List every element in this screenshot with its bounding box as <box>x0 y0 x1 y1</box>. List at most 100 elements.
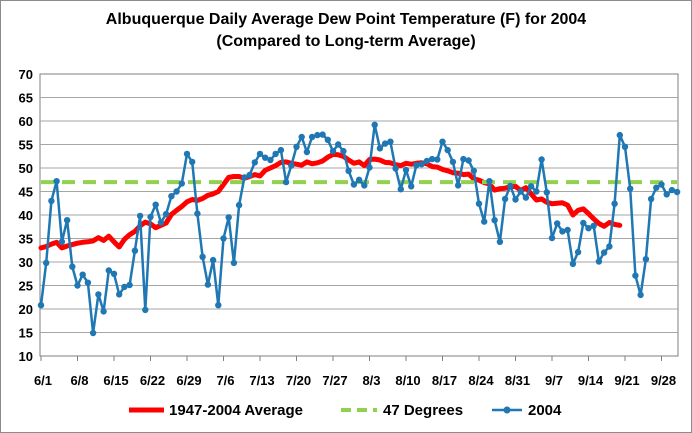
data-point-2004 <box>481 218 488 225</box>
data-point-2004 <box>668 186 676 194</box>
data-point-2004 <box>538 156 545 163</box>
data-point-2004 <box>371 121 378 128</box>
data-point-2004 <box>491 217 498 224</box>
data-point-2004 <box>355 176 363 183</box>
data-point-2004 <box>522 194 530 201</box>
data-point-2004 <box>585 225 592 232</box>
data-point-2004 <box>658 181 665 188</box>
data-point-2004 <box>381 140 389 147</box>
data-point-2004 <box>183 150 191 158</box>
data-point-2004 <box>267 156 274 164</box>
data-point-2004 <box>465 157 472 164</box>
y-tick-label: 25 <box>19 279 33 294</box>
data-point-2004 <box>600 249 608 256</box>
data-point-2004 <box>527 183 535 190</box>
data-point-2004 <box>402 166 410 174</box>
x-tick-label: 6/15 <box>103 373 128 388</box>
data-point-2004 <box>131 247 139 254</box>
data-point-2004 <box>215 302 222 309</box>
data-point-2004 <box>298 133 305 141</box>
data-point-2004 <box>152 201 159 208</box>
x-tick-label: 8/10 <box>395 373 420 388</box>
data-point-2004 <box>418 161 425 168</box>
data-point-2004 <box>105 267 113 274</box>
data-point-2004 <box>590 222 597 229</box>
data-point-2004 <box>204 281 212 288</box>
data-point-2004 <box>434 156 441 163</box>
y-tick-label: 60 <box>19 114 33 129</box>
data-point-2004 <box>642 256 650 263</box>
y-tick-label: 10 <box>19 349 33 364</box>
data-point-2004 <box>444 146 451 154</box>
data-point-2004 <box>324 136 331 143</box>
x-tick-label: 6/8 <box>70 373 88 388</box>
x-tick-label: 6/22 <box>140 373 165 388</box>
data-point-2004 <box>580 219 587 227</box>
data-point-2004 <box>241 174 248 181</box>
data-point-2004 <box>84 279 92 286</box>
data-point-2004 <box>361 182 368 189</box>
data-point-2004 <box>121 283 128 291</box>
y-tick-label: 50 <box>19 161 33 176</box>
data-point-2004 <box>277 146 285 154</box>
data-point-2004 <box>293 143 300 150</box>
y-tick-label: 70 <box>19 67 33 82</box>
data-point-2004 <box>136 212 144 220</box>
data-point-2004 <box>189 158 196 166</box>
data-point-2004 <box>282 178 290 186</box>
data-point-2004 <box>449 158 457 166</box>
chart-subtitle: (Compared to Long-term Average) <box>216 33 476 50</box>
data-point-2004 <box>653 184 660 191</box>
data-point-2004 <box>454 182 462 189</box>
data-point-2004 <box>272 150 279 158</box>
y-tick-label: 55 <box>19 138 33 153</box>
data-point-2004 <box>647 195 655 203</box>
x-tick-label: 6/1 <box>34 373 52 388</box>
data-point-2004 <box>303 148 311 156</box>
x-tick-label: 7/6 <box>216 373 234 388</box>
data-point-2004 <box>554 220 561 227</box>
data-point-2004 <box>251 159 258 166</box>
y-tick-label: 45 <box>19 185 33 200</box>
data-point-2004 <box>335 141 342 148</box>
data-point-2004 <box>157 219 165 226</box>
data-point-2004 <box>496 238 504 245</box>
data-point-2004 <box>428 155 436 163</box>
data-point-2004 <box>329 147 337 155</box>
data-point-2004 <box>460 155 467 163</box>
data-point-2004 <box>43 259 50 267</box>
data-point-2004 <box>194 210 201 217</box>
legend-label: 2004 <box>528 402 562 419</box>
data-point-2004 <box>564 226 571 234</box>
data-point-2004 <box>79 271 86 278</box>
data-point-2004 <box>574 248 582 256</box>
data-point-2004 <box>595 258 603 265</box>
data-point-2004 <box>606 243 613 250</box>
data-point-2004 <box>74 282 81 289</box>
data-point-2004 <box>89 329 97 337</box>
x-tick-label: 8/17 <box>432 373 457 388</box>
x-tick-label: 8/24 <box>468 373 494 388</box>
y-tick-label: 30 <box>19 255 33 270</box>
data-point-2004 <box>439 138 446 145</box>
data-point-2004 <box>246 171 253 179</box>
data-point-2004 <box>48 197 55 205</box>
data-point-2004 <box>230 259 238 267</box>
data-point-2004 <box>470 167 477 174</box>
data-point-2004 <box>408 183 415 190</box>
data-point-2004 <box>366 164 373 171</box>
x-tick-label: 9/21 <box>614 373 639 388</box>
data-point-2004 <box>142 306 149 314</box>
data-point-2004 <box>178 180 185 187</box>
data-point-2004 <box>350 181 358 188</box>
x-tick-label: 8/31 <box>505 373 530 388</box>
y-tick-label: 35 <box>19 232 33 247</box>
data-point-2004 <box>256 150 264 158</box>
legend-marker-2004 <box>503 406 511 414</box>
y-tick-label: 20 <box>19 302 33 317</box>
data-point-2004 <box>637 291 644 299</box>
data-point-2004 <box>209 256 217 264</box>
data-point-2004 <box>199 253 206 260</box>
x-tick-label: 6/29 <box>176 373 201 388</box>
